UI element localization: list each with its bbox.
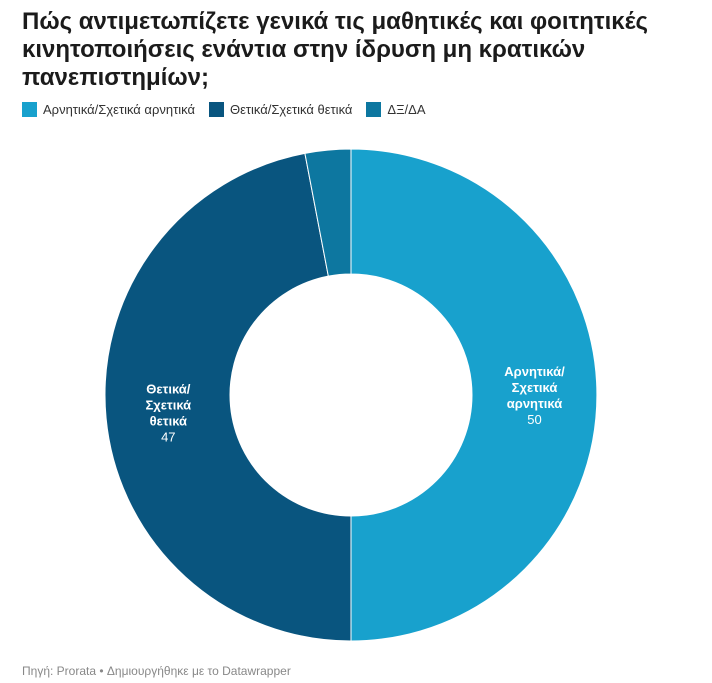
legend-item-dk-na: ΔΞ/ΔΑ: [366, 102, 426, 117]
legend: Αρνητικά/Σχετικά αρνητικά Θετικά/Σχετικά…: [22, 102, 440, 117]
legend-item-negative: Αρνητικά/Σχετικά αρνητικά: [22, 102, 195, 117]
legend-label-dk-na: ΔΞ/ΔΑ: [387, 102, 426, 117]
legend-swatch-dk-na: [366, 102, 382, 117]
slice-1: [104, 152, 352, 642]
slice-value-label: 47: [161, 429, 175, 444]
slice-label-line: θετικά: [150, 413, 187, 428]
legend-swatch-positive: [208, 102, 224, 117]
slice-0: [350, 148, 598, 642]
slice-label-line: Σχετικά: [145, 397, 191, 412]
legend-label-positive: Θετικά/Σχετικά θετικά: [229, 102, 353, 117]
donut-chart: Αρνητικά/Σχετικά αρνητικά 50Θετικά/Σχετικά…: [104, 148, 598, 642]
source-note: Πηγή: Prorata • Δημιουργήθηκε με το Data…: [22, 664, 291, 678]
legend-swatch-negative: [22, 102, 37, 117]
slice-value-label: 50: [527, 412, 541, 427]
legend-label-negative: Αρνητικά/Σχετικά αρνητικά: [43, 102, 195, 117]
slice-label-0: Αρνητικά/Σχετικά αρνητικά 50: [504, 364, 565, 427]
slice-2: [304, 148, 352, 277]
slice-label-line: Σχετικά: [512, 380, 558, 395]
legend-item-positive: Θετικά/Σχετικά θετικά: [208, 102, 353, 117]
slice-label-line: Αρνητικά/: [504, 364, 565, 379]
slice-label-line: Θετικά/: [146, 381, 191, 396]
slice-label-line: αρνητικά: [507, 396, 562, 411]
slice-label-1: Θετικά/Σχετικά θετικά 47: [145, 381, 191, 444]
chart-title: Πώς αντιμετωπίζετε γενικά τις μαθητικές …: [22, 8, 648, 91]
